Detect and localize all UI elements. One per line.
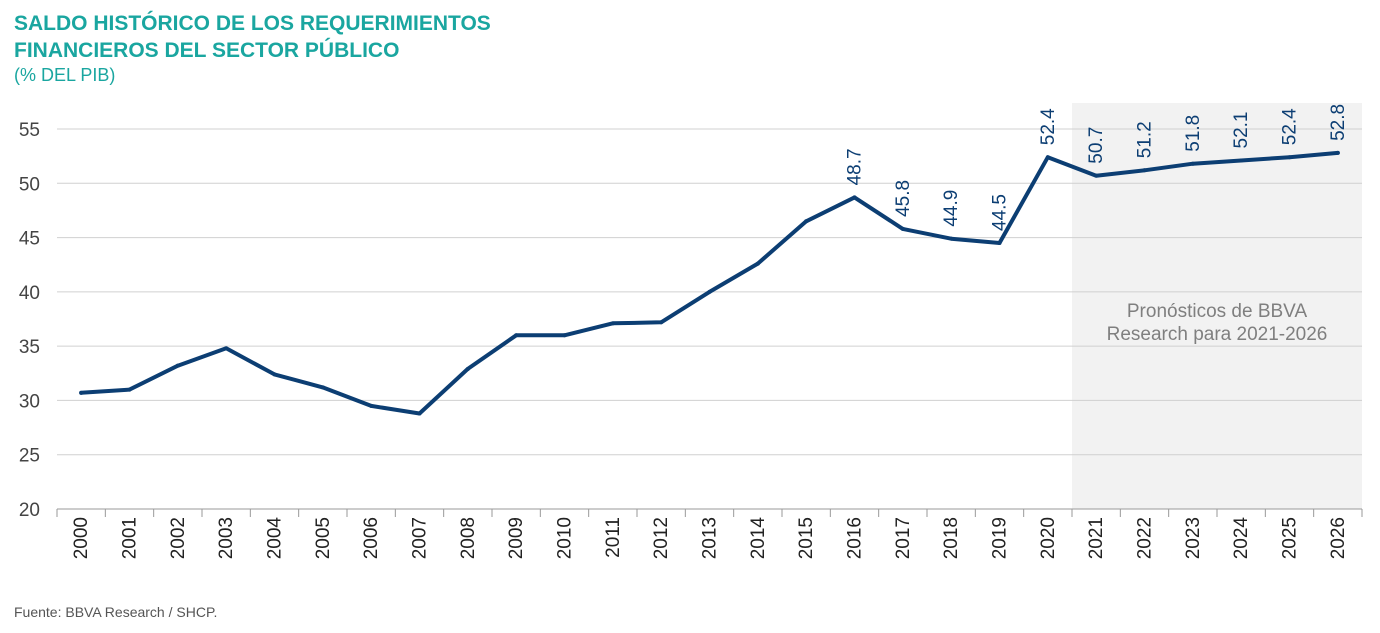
chart-title: SALDO HISTÓRICO DE LOS REQUERIMIENTOS FI… (14, 10, 491, 64)
x-tick-label: 2002 (168, 517, 189, 559)
x-tick-label: 2005 (313, 517, 334, 559)
x-tick-label: 2008 (458, 517, 479, 559)
x-tick-label: 2024 (1231, 517, 1252, 560)
y-tick-label: 50 (19, 174, 40, 195)
source-note: Fuente: BBVA Research / SHCP. (14, 604, 218, 620)
data-point (417, 411, 422, 416)
x-tick-label: 2001 (120, 517, 141, 559)
y-tick-label: 55 (19, 120, 40, 141)
x-tick-label: 2011 (603, 517, 624, 558)
data-point (272, 372, 277, 377)
x-tick-label: 2023 (1183, 517, 1204, 559)
x-tick-label: 2009 (506, 517, 527, 559)
data-label: 52.1 (1231, 112, 1252, 149)
data-point (900, 226, 905, 231)
x-tick-label: 2026 (1328, 517, 1349, 559)
x-tick-label: 2020 (1038, 517, 1059, 559)
x-tick-label: 2025 (1280, 517, 1301, 559)
forecast-annotation-line-1: Pronósticos de BBVA (1127, 301, 1308, 322)
data-label: 52.8 (1328, 104, 1349, 141)
data-point (127, 387, 132, 392)
data-point (175, 363, 180, 368)
data-point (1094, 173, 1099, 178)
x-tick-label: 2004 (265, 517, 286, 560)
data-point (1287, 155, 1292, 160)
x-tick-label: 2022 (1135, 517, 1156, 559)
data-point (320, 385, 325, 390)
data-point (465, 366, 470, 371)
y-tick-label: 35 (19, 337, 40, 358)
data-label: 48.7 (845, 148, 866, 185)
data-point (224, 346, 229, 351)
data-label: 44.5 (990, 194, 1011, 231)
y-tick-label: 25 (19, 446, 40, 467)
data-point (369, 403, 374, 408)
data-point (1142, 168, 1147, 173)
y-tick-label: 45 (19, 229, 40, 250)
x-tick-label: 2010 (555, 517, 576, 559)
data-point (659, 320, 664, 325)
forecast-region (1072, 103, 1362, 509)
data-label: 45.8 (893, 180, 914, 217)
chart-title-line-2: FINANCIEROS DEL SECTOR PÚBLICO (14, 39, 400, 62)
x-tick-label: 2007 (410, 517, 431, 559)
x-tick-label: 2017 (893, 517, 914, 559)
y-tick-label: 40 (19, 283, 40, 304)
data-point (1190, 161, 1195, 166)
data-label: 44.9 (941, 190, 962, 227)
data-point (514, 333, 519, 338)
x-tick-label: 2021 (1086, 517, 1107, 559)
x-tick-label: 2014 (748, 517, 769, 560)
data-point (1239, 158, 1244, 163)
data-point (1045, 155, 1050, 160)
y-tick-label: 30 (19, 391, 40, 412)
y-tick-label: 20 (19, 500, 40, 521)
data-point (852, 195, 857, 200)
x-tick-label: 2018 (941, 517, 962, 559)
chart-title-line-1: SALDO HISTÓRICO DE LOS REQUERIMIENTOS (14, 12, 491, 35)
chart-subtitle: (% DEL PIB) (14, 65, 116, 85)
data-point (1335, 150, 1340, 155)
x-tick-label: 2006 (361, 517, 382, 559)
x-tick-label: 2000 (71, 517, 92, 559)
data-point (949, 236, 954, 241)
data-label: 52.4 (1280, 108, 1301, 145)
x-tick-label: 2019 (990, 517, 1011, 559)
x-tick-label: 2013 (700, 517, 721, 559)
x-tick-label: 2012 (651, 517, 672, 559)
data-point (562, 333, 567, 338)
data-point (804, 219, 809, 224)
data-label: 51.8 (1183, 115, 1204, 152)
forecast-annotation-line-2: Research para 2021-2026 (1107, 324, 1328, 345)
data-point (79, 390, 84, 395)
data-point (610, 321, 615, 326)
data-label: 50.7 (1086, 127, 1107, 164)
x-tick-label: 2015 (796, 517, 817, 559)
data-label: 51.2 (1135, 121, 1156, 158)
data-point (755, 261, 760, 266)
x-tick-label: 2016 (845, 517, 866, 559)
data-point (997, 241, 1002, 245)
data-label: 52.4 (1038, 108, 1059, 145)
x-tick-label: 2003 (216, 517, 237, 559)
data-point (707, 289, 712, 294)
